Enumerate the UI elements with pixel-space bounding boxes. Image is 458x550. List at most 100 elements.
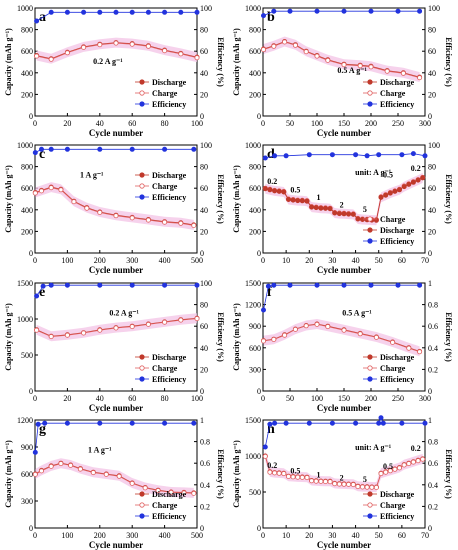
point-charge	[341, 62, 347, 68]
point-charge	[267, 469, 273, 475]
point-efficiency	[64, 146, 70, 152]
point-discharge	[313, 205, 319, 211]
rate-label: 0.5	[290, 186, 300, 195]
panel-letter: f	[267, 285, 272, 300]
legend-marker	[139, 90, 145, 96]
legend-label: Efficiency	[152, 375, 186, 384]
rate-label: 0.2	[267, 461, 277, 470]
legend-entry-charge: Charge	[135, 364, 178, 373]
x-tick-label: 20	[305, 531, 313, 540]
point-efficiency	[39, 146, 45, 152]
point-charge	[97, 209, 103, 215]
legend-entry-efficiency: Efficiency	[135, 100, 186, 109]
plot-frame	[34, 282, 198, 392]
point-efficiency	[380, 420, 386, 426]
x-tick-label: 50	[286, 119, 294, 128]
y2-axis-label: Efficiency (%)	[444, 174, 453, 224]
y-tick-label: 1000	[17, 141, 33, 150]
point-charge	[313, 478, 319, 484]
point-charge	[262, 453, 268, 459]
point-charge	[327, 479, 333, 485]
legend-marker	[367, 491, 373, 497]
point-charge	[97, 327, 103, 333]
panel-h: h0 10 20 30 40 50 60 7005001000150000.20.40.60.…	[232, 415, 453, 550]
y-tick-label: 1000	[17, 4, 33, 13]
point-charge	[292, 326, 298, 332]
x-tick-label: 0	[261, 531, 265, 540]
legend-label: Discharge	[380, 490, 415, 499]
point-charge	[84, 205, 90, 211]
point-efficiency	[42, 420, 48, 426]
legend-entry-discharge: Discharge	[135, 78, 187, 87]
y2-axis-label: Efficiency (%)	[444, 37, 453, 87]
point-charge	[295, 474, 301, 480]
y-tick-label: 1500	[245, 416, 261, 425]
y2-tick-label: 20	[200, 90, 208, 99]
point-efficiency	[194, 282, 200, 288]
legend-marker	[139, 376, 145, 382]
point-efficiency	[353, 420, 359, 426]
y-axis-label: Capacity (mAh g⁻¹)	[232, 303, 241, 371]
point-charge	[178, 51, 184, 57]
point-charge	[390, 339, 396, 345]
panel-letter-bg	[36, 284, 50, 298]
point-discharge	[285, 196, 291, 202]
x-axis-label: Cycle number	[317, 128, 371, 138]
x-tick-label: 20	[63, 394, 71, 403]
point-efficiency	[194, 9, 200, 15]
point-charge	[48, 463, 54, 469]
legend-label: Discharge	[152, 78, 187, 87]
y2-tick-label: 40	[428, 206, 436, 215]
point-charge	[350, 482, 356, 488]
y-tick-label: 400	[21, 206, 33, 215]
point-charge	[145, 217, 151, 223]
x-tick-label: 250	[392, 394, 404, 403]
x-tick-label: 80	[161, 119, 169, 128]
point-efficiency	[271, 282, 277, 288]
y-axis-label: Capacity (mAh g⁻¹)	[4, 165, 13, 233]
x-tick-label: 50	[375, 256, 383, 265]
y-tick-label: 600	[21, 184, 33, 193]
point-efficiency	[306, 420, 312, 426]
point-discharge	[392, 188, 398, 194]
point-charge	[71, 199, 77, 205]
legend-label: Discharge	[152, 490, 187, 499]
point-charge	[39, 468, 45, 474]
point-efficiency	[287, 8, 293, 14]
y-tick-label: 600	[249, 184, 261, 193]
legend-label: Charge	[380, 215, 406, 224]
x-tick-label: 10	[282, 531, 290, 540]
y-tick-label: 400	[249, 206, 261, 215]
x-tick-label: 60	[398, 256, 406, 265]
y2-tick-label: 0	[200, 249, 204, 258]
panel-a: a0 20 40 60 80 100020040060080010000204060801…	[4, 4, 225, 138]
legend-entry-charge: Charge	[363, 215, 406, 224]
point-charge	[373, 334, 379, 340]
x-tick-label: 70	[421, 531, 429, 540]
x-tick-label: 0	[33, 394, 37, 403]
point-charge	[113, 325, 119, 331]
point-discharge	[410, 179, 416, 185]
legend-entry-discharge: Discharge	[363, 490, 415, 499]
legend-marker	[367, 216, 373, 222]
y2-tick-label: 20	[428, 90, 436, 99]
point-charge	[332, 481, 338, 487]
point-charge	[355, 484, 361, 490]
point-discharge	[378, 194, 384, 200]
point-efficiency	[35, 421, 41, 427]
legend-entry-discharge: Discharge	[135, 171, 187, 180]
point-charge	[359, 484, 365, 490]
point-efficiency	[262, 155, 268, 161]
point-charge	[113, 213, 119, 219]
y-axis-label: Capacity (mAh g⁻¹)	[232, 440, 241, 508]
x-tick-label: 500	[191, 531, 203, 540]
point-charge	[77, 466, 83, 472]
point-charge	[281, 471, 287, 477]
point-charge	[162, 319, 168, 325]
point-charge	[194, 55, 200, 61]
y-tick-label: 900	[249, 322, 261, 331]
point-charge	[336, 481, 342, 487]
point-charge	[314, 53, 320, 59]
legend-marker	[367, 513, 373, 519]
